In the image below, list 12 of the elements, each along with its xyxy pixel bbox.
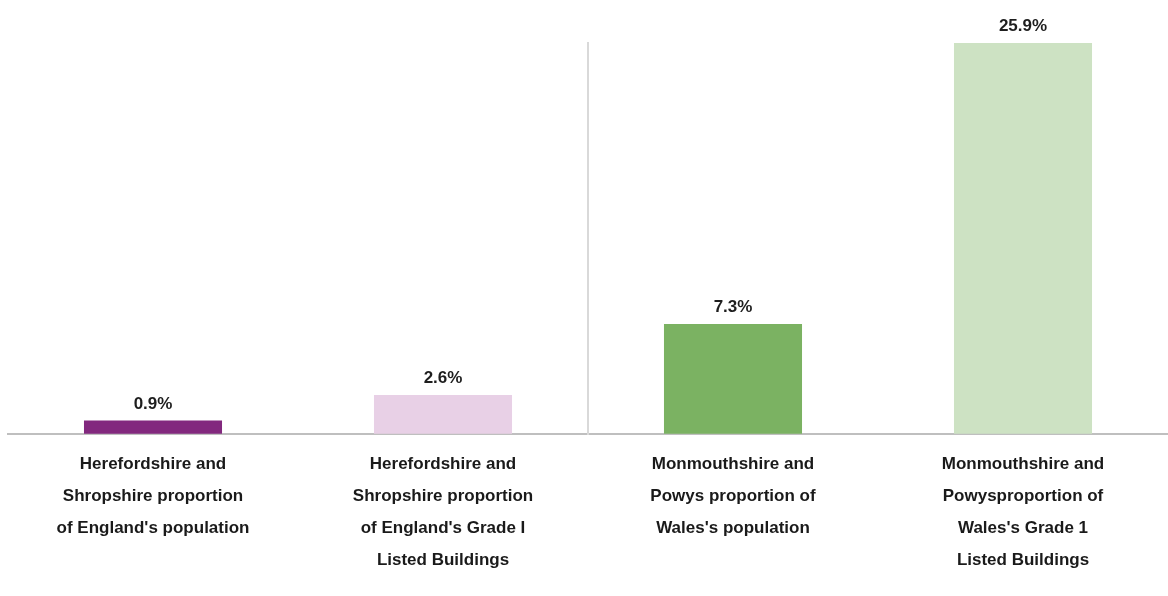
bar <box>83 420 223 434</box>
x-tick-label: Monmouthshire and Powysproportion of Wales's Grade 1 Listed Buildings <box>941 453 1105 569</box>
data-label: 7.3% <box>713 297 753 317</box>
x-tick-label: Monmouthshire and Powys proportion of Wales's population <box>650 453 816 537</box>
bar <box>373 394 513 434</box>
data-label: 2.6% <box>423 368 463 388</box>
bar <box>663 323 803 434</box>
bar <box>953 43 1093 434</box>
data-label: 25.9% <box>998 16 1048 36</box>
x-tick-label: Herefordshire and Shropshire proportion of England's Grade I Listed Buildings <box>352 453 534 569</box>
x-tick-label: Herefordshire and Shropshire proportion of England's population <box>56 453 250 537</box>
data-label: 0.9% <box>133 393 173 413</box>
